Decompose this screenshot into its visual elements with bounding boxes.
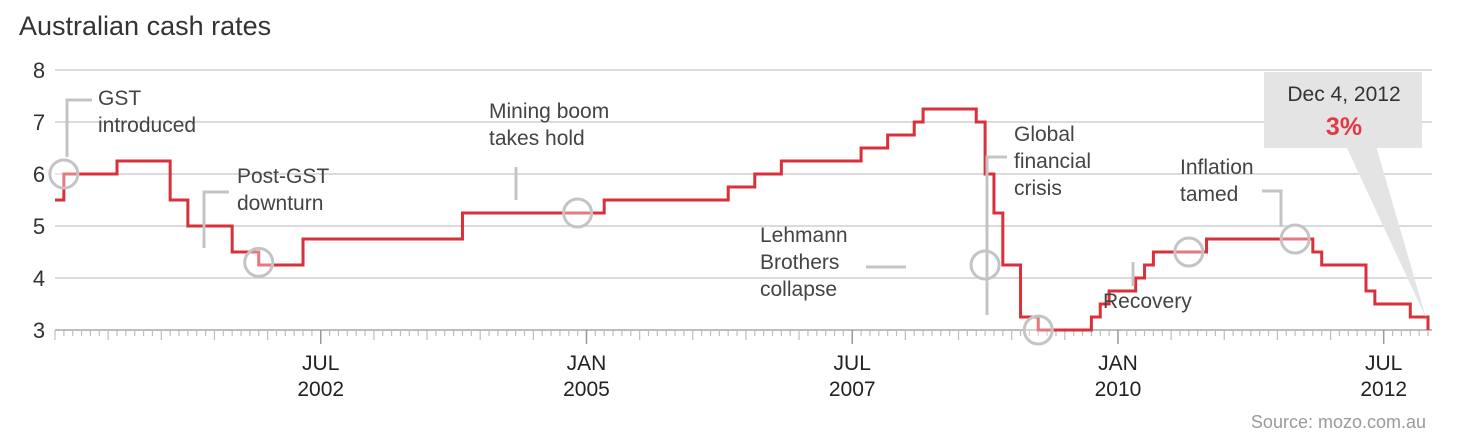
annotation: GST introduced [48, 87, 196, 190]
annotation-label-line: introduced [98, 114, 196, 137]
callout-pointer [1346, 146, 1426, 318]
annotation-label: Post-GST downturn [237, 165, 329, 215]
annotation-label: Mining boom takes hold [489, 100, 609, 150]
annotation-label: GST introduced [98, 87, 196, 137]
annotation-label-line: downturn [237, 192, 323, 215]
x-tick-month-label: JAN [567, 352, 607, 375]
annotation-label-line: Brothers [760, 251, 839, 274]
annotation-label: Recovery [1103, 290, 1192, 313]
annotation-label-line: takes hold [489, 127, 585, 150]
annotation: Lehmann Brothers collapse [760, 224, 1001, 301]
annotation-label-line: crisis [1014, 177, 1062, 200]
x-tick-year-label: 2002 [297, 378, 344, 401]
annotation-label-line: Global [1014, 123, 1075, 146]
annotation-label: Inflation tamed [1180, 156, 1254, 206]
chart-title: Australian cash rates [19, 11, 271, 41]
x-tick-year-label: 2010 [1095, 378, 1142, 401]
callout-value: 3% [1326, 113, 1362, 141]
x-tick-year-label: 2005 [563, 378, 610, 401]
annotation-leader [985, 155, 1007, 315]
x-tick-month-label: JUL [834, 352, 871, 375]
annotation-marker [1022, 314, 1054, 346]
annotation-marker [969, 249, 1001, 281]
annotation-label-line: Mining boom [489, 100, 609, 123]
annotation-label: Global financial crisis [1014, 123, 1091, 200]
x-tick-year-label: 2007 [829, 378, 876, 401]
annotation-leader [1262, 189, 1283, 227]
y-axis: 3 4 5 6 7 8 [33, 58, 45, 343]
annotation-leader [202, 190, 229, 248]
cash-rate-line [55, 107, 1430, 332]
source-note: Source: mozo.com.au [1251, 412, 1426, 432]
annotations: GST introduced Post-GST downturn Mining boom… [48, 87, 1311, 346]
annotation-marker [243, 246, 275, 278]
annotation-marker [1279, 223, 1311, 255]
annotation-label-line: Recovery [1103, 290, 1192, 313]
annotation-label: Lehmann Brothers collapse [760, 224, 848, 301]
annotation-marker [48, 158, 80, 190]
callout-box [1264, 72, 1422, 148]
y-tick-label: 3 [33, 318, 45, 343]
annotation: Mining boom takes hold [489, 100, 609, 229]
y-tick-label: 6 [33, 162, 45, 187]
annotation-label-line: Lehmann [760, 224, 848, 247]
annotation-label-line: Post-GST [237, 165, 329, 188]
x-tick-month-label: JAN [1098, 352, 1138, 375]
annotation: Recovery [1103, 236, 1205, 313]
annotation-leader [65, 98, 92, 157]
annotation-label-line: collapse [760, 278, 837, 301]
annotation: Post-GST downturn [202, 165, 329, 278]
annotation-marker [562, 197, 594, 229]
x-axis: JUL 2002 JAN 2005 JUL 2007 JAN 2010 JUL 2012 [54, 329, 1432, 401]
x-tick-year-label: 2012 [1360, 378, 1407, 401]
annotation-label-line: GST [98, 87, 141, 110]
x-tick-month-label: JUL [302, 352, 339, 375]
annotation-label-line: tamed [1180, 183, 1238, 206]
annotation-label-line: Inflation [1180, 156, 1254, 179]
callout: Dec 4, 2012 3% [1264, 72, 1426, 318]
callout-date: Dec 4, 2012 [1287, 83, 1400, 106]
series-layer [55, 107, 1430, 332]
y-tick-label: 4 [33, 266, 45, 291]
annotation: Global financial crisis [985, 123, 1091, 346]
annotation: Inflation tamed [1180, 156, 1311, 255]
y-tick-label: 8 [33, 58, 45, 83]
x-tick-month-label: JUL [1365, 352, 1402, 375]
y-tick-label: 7 [33, 110, 45, 135]
y-tick-label: 5 [33, 214, 45, 239]
annotation-marker [1173, 236, 1205, 268]
annotation-label-line: financial [1014, 150, 1091, 173]
